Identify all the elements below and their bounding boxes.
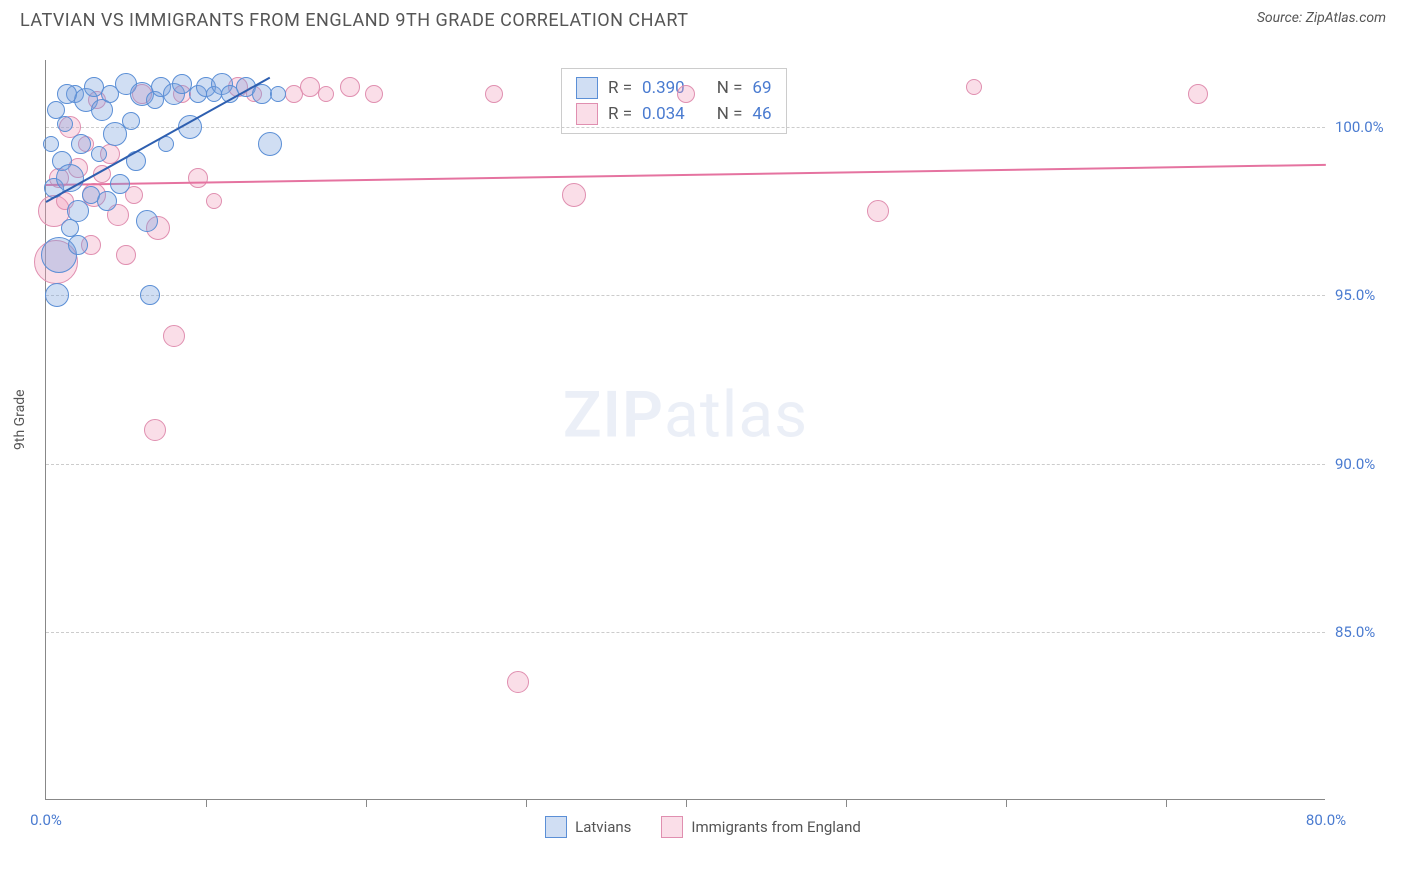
- xtick: [366, 799, 367, 807]
- gridline: [46, 632, 1325, 633]
- data-point: [140, 285, 160, 305]
- xtick: [1006, 799, 1007, 807]
- stats-legend-box: R = 0.390 N = 69 R = 0.034 N = 46: [561, 68, 787, 134]
- xtick: [686, 799, 687, 807]
- data-point: [47, 101, 65, 119]
- xtick: [1166, 799, 1167, 807]
- plot-area: ZIPatlas R = 0.390 N = 69 R = 0.034 N = …: [45, 60, 1325, 800]
- data-point: [300, 77, 320, 97]
- chart-title: LATVIAN VS IMMIGRANTS FROM ENGLAND 9TH G…: [20, 10, 689, 31]
- gridline: [46, 464, 1325, 465]
- data-point: [163, 325, 185, 347]
- bottom-legend: Latvians Immigrants from England: [0, 816, 1406, 838]
- swatch-latvians: [576, 77, 598, 99]
- data-point: [188, 168, 208, 188]
- data-point: [867, 200, 889, 222]
- y-axis-label: 9th Grade: [12, 389, 28, 450]
- swatch-latvians-bottom: [545, 816, 567, 838]
- xtick: [846, 799, 847, 807]
- data-point: [91, 146, 107, 162]
- data-point: [677, 85, 695, 103]
- stats-row-latvians: R = 0.390 N = 69: [576, 75, 772, 101]
- chart-source: Source: ZipAtlas.com: [1257, 10, 1386, 26]
- data-point: [318, 86, 334, 102]
- data-point: [116, 245, 136, 265]
- swatch-england: [576, 103, 598, 125]
- data-point: [270, 86, 286, 102]
- chart-area: 9th Grade ZIPatlas R = 0.390 N = 69 R = …: [0, 50, 1406, 850]
- xtick: [526, 799, 527, 807]
- stats-row-england: R = 0.034 N = 46: [576, 101, 772, 127]
- xtick: [206, 799, 207, 807]
- data-point: [144, 419, 166, 441]
- ytick-label: 100.0%: [1335, 118, 1395, 136]
- data-point: [507, 671, 529, 693]
- data-point: [365, 85, 383, 103]
- data-point: [485, 85, 503, 103]
- data-point: [91, 99, 113, 121]
- data-point: [966, 79, 982, 95]
- gridline: [46, 295, 1325, 296]
- ytick-label: 90.0%: [1335, 455, 1395, 473]
- watermark: ZIPatlas: [563, 377, 808, 452]
- data-point: [110, 174, 130, 194]
- gridline: [46, 127, 1325, 128]
- data-point: [97, 191, 117, 211]
- ytick-label: 85.0%: [1335, 623, 1395, 641]
- data-point: [1188, 84, 1208, 104]
- data-point: [45, 283, 69, 307]
- data-point: [43, 136, 59, 152]
- data-point: [206, 193, 222, 209]
- legend-item-latvians: Latvians: [545, 816, 631, 838]
- ytick-label: 95.0%: [1335, 286, 1395, 304]
- data-point: [57, 84, 77, 104]
- data-point: [68, 235, 88, 255]
- data-point: [562, 183, 586, 207]
- data-point: [136, 210, 158, 232]
- swatch-england-bottom: [661, 816, 683, 838]
- legend-item-england: Immigrants from England: [661, 816, 860, 838]
- data-point: [122, 112, 140, 130]
- data-point: [71, 134, 91, 154]
- trend-line: [46, 164, 1326, 186]
- chart-header: LATVIAN VS IMMIGRANTS FROM ENGLAND 9TH G…: [0, 0, 1406, 31]
- data-point: [258, 132, 282, 156]
- data-point: [340, 77, 360, 97]
